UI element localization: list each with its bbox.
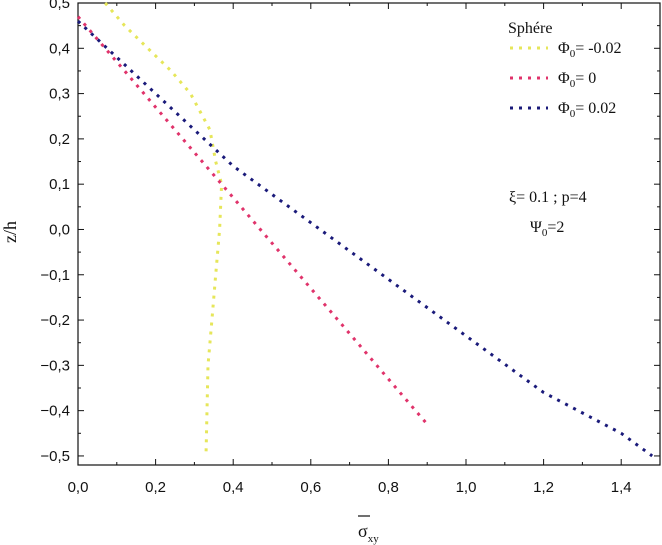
y-tick-label: −0,4: [40, 403, 70, 420]
x-axis-title-sub: xy: [368, 533, 380, 545]
x-axis-title-main: σ: [358, 521, 368, 541]
x-tick-label: 1,0: [456, 479, 477, 496]
legend-label-0: Φ0= -0.02: [558, 40, 622, 60]
y-tick-label: 0,5: [49, 0, 70, 12]
x-tick-label: 1,4: [611, 479, 632, 496]
legend-entries: Φ0= -0.02 Φ0= 0 Φ0= 0.02: [510, 40, 622, 120]
plot-area: [77, 2, 661, 466]
params-line-2-sub: 0: [542, 227, 548, 239]
series-line-0: [104, 2, 224, 456]
x-tick-label: 0,4: [223, 479, 244, 496]
y-tick-label: 0,4: [49, 40, 70, 57]
annotations: ξ= 0.1 ; p=4 Ψ0=2: [509, 189, 587, 239]
x-tick-label: 0,6: [300, 479, 321, 496]
y-tick-label: −0,5: [40, 448, 70, 465]
y-tick-label: −0,2: [40, 312, 70, 329]
legend: Sphére Φ0= -0.02 Φ0= 0 Φ0= 0.02: [508, 20, 622, 120]
axes-layer: 0,0 0,2 0,4 0,6 0,8 1,0 1,2 1,4 0,5 0,4 0,3 0,2 0,1 0…: [40, 0, 660, 496]
params-line-1: ξ= 0.1 ; p=4: [509, 189, 587, 206]
legend-label-1: Φ0= 0: [558, 70, 596, 90]
x-tick-label: 0,2: [145, 479, 166, 496]
params-line-2-rest: =2: [547, 219, 564, 236]
legend-title: Sphére: [508, 20, 552, 37]
y-tick-label: −0,1: [40, 267, 70, 284]
params-line-2-main: Ψ: [530, 219, 542, 236]
y-tick-label: 0,3: [49, 86, 70, 103]
y-axis-title: z/h: [0, 221, 20, 243]
legend-label-2: Φ0= 0.02: [558, 100, 616, 120]
svg-text:σxy: σxy: [358, 521, 379, 545]
series-line-1: [76, 15, 429, 426]
y-tick-label: −0,3: [40, 357, 70, 374]
y-tick-label: 0,0: [49, 221, 70, 238]
y-tick-label: 0,2: [49, 131, 70, 148]
y-tick-label: 0,1: [49, 176, 70, 193]
x-axis-title: σxy: [358, 515, 379, 545]
params-line-2: Ψ0=2: [530, 219, 564, 239]
plot-frame: [77, 2, 661, 466]
x-tick-label: 0,8: [378, 479, 399, 496]
x-tick-label: 1,2: [533, 479, 554, 496]
x-tick-label: 0,0: [68, 479, 89, 496]
